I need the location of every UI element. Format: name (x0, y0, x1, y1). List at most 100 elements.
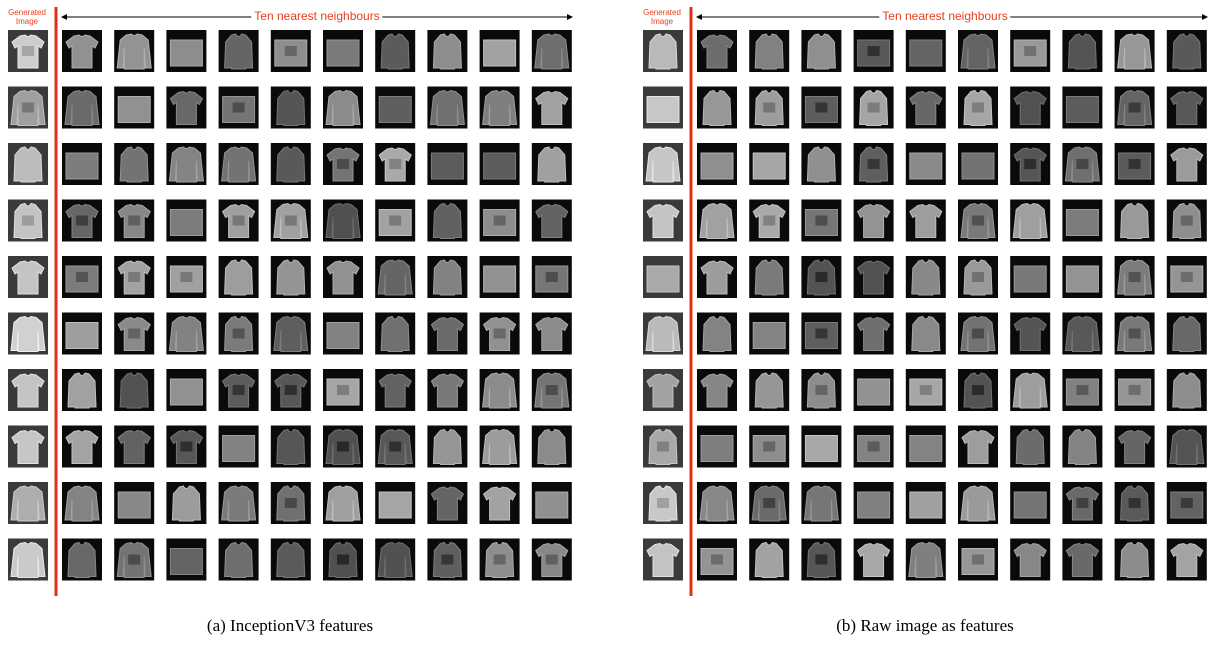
thumbnail (427, 482, 467, 524)
thumbnail (114, 539, 154, 581)
garment-pattern (1076, 159, 1088, 169)
garment-pattern (337, 555, 349, 565)
garment (170, 210, 202, 236)
thumbnail (219, 143, 259, 185)
garment (910, 40, 942, 66)
garment (327, 40, 359, 66)
garment-pattern (285, 498, 297, 508)
garment-pattern (711, 555, 723, 565)
thumbnail (480, 539, 520, 581)
garment (66, 153, 98, 179)
thumbnail (801, 539, 841, 581)
garment-pattern (972, 385, 984, 395)
thumbnail (480, 256, 520, 298)
thumbnail (532, 539, 572, 581)
thumbnail (375, 143, 415, 185)
thumbnail (1167, 539, 1207, 581)
thumbnail (854, 313, 894, 355)
garment (701, 153, 733, 179)
garment (1066, 97, 1098, 123)
garment (483, 373, 517, 408)
garment-pattern (815, 329, 827, 339)
thumbnail (1167, 369, 1207, 411)
garment (535, 34, 569, 69)
thumbnail (271, 256, 311, 298)
garment (433, 204, 461, 239)
thumbnail (271, 369, 311, 411)
garment (277, 147, 305, 182)
thumbnail (375, 482, 415, 524)
thumbnail (166, 482, 206, 524)
thumbnail (62, 369, 102, 411)
garment-pattern (972, 216, 984, 226)
garment-pattern (494, 329, 506, 339)
thumbnail (906, 87, 946, 129)
garment-pattern (868, 442, 880, 452)
thumbnail (958, 256, 998, 298)
thumbnail (532, 143, 572, 185)
garment-pattern (1129, 498, 1141, 508)
garment-pattern (1129, 329, 1141, 339)
thumbnail (427, 256, 467, 298)
thumbnail (271, 30, 311, 72)
garment (326, 91, 360, 126)
garment (1068, 430, 1096, 465)
garment-pattern (441, 555, 453, 565)
garment (484, 40, 516, 66)
garment (1170, 430, 1204, 465)
garment-pattern (285, 46, 297, 56)
thumbnail (219, 256, 259, 298)
garment (1121, 204, 1149, 239)
garment (65, 486, 99, 521)
thumbnail (958, 539, 998, 581)
garment-pattern (389, 216, 401, 226)
garment (11, 486, 45, 521)
thumbnail (375, 426, 415, 468)
thumbnail (166, 426, 206, 468)
thumbnail (271, 426, 311, 468)
garment (909, 543, 943, 578)
thumbnail (906, 256, 946, 298)
garment-pattern (128, 329, 140, 339)
garment-pattern (868, 103, 880, 113)
thumbnail (697, 369, 737, 411)
thumbnail (219, 426, 259, 468)
thumbnail (532, 256, 572, 298)
garment (277, 430, 305, 465)
thumbnail (1010, 87, 1050, 129)
garment (433, 34, 461, 69)
garment (379, 97, 411, 123)
garment (484, 266, 516, 292)
thumbnail (8, 369, 48, 411)
thumbnail (958, 30, 998, 72)
garment (11, 543, 45, 578)
garment (1013, 373, 1047, 408)
thumbnail (480, 482, 520, 524)
thumbnail (906, 30, 946, 72)
thumbnail (1062, 30, 1102, 72)
garment (68, 373, 96, 408)
thumbnail (62, 539, 102, 581)
garment-pattern (815, 103, 827, 113)
garment-pattern (1181, 498, 1193, 508)
thumbnail (427, 30, 467, 72)
garment (755, 543, 783, 578)
garment-pattern (972, 329, 984, 339)
thumbnail (427, 369, 467, 411)
garment-pattern (22, 216, 34, 226)
garment (431, 153, 463, 179)
thumbnail (1115, 143, 1155, 185)
garment (912, 260, 940, 295)
thumbnail (697, 482, 737, 524)
garment (225, 260, 253, 295)
thumbnail (749, 313, 789, 355)
garment-pattern (1181, 216, 1193, 226)
garment-pattern (494, 216, 506, 226)
garment (753, 323, 785, 349)
thumbnail (1167, 313, 1207, 355)
thumbnail (697, 426, 737, 468)
thumbnail (62, 313, 102, 355)
thumbnail (643, 313, 683, 355)
thumbnail (1010, 482, 1050, 524)
garment-pattern (868, 159, 880, 169)
